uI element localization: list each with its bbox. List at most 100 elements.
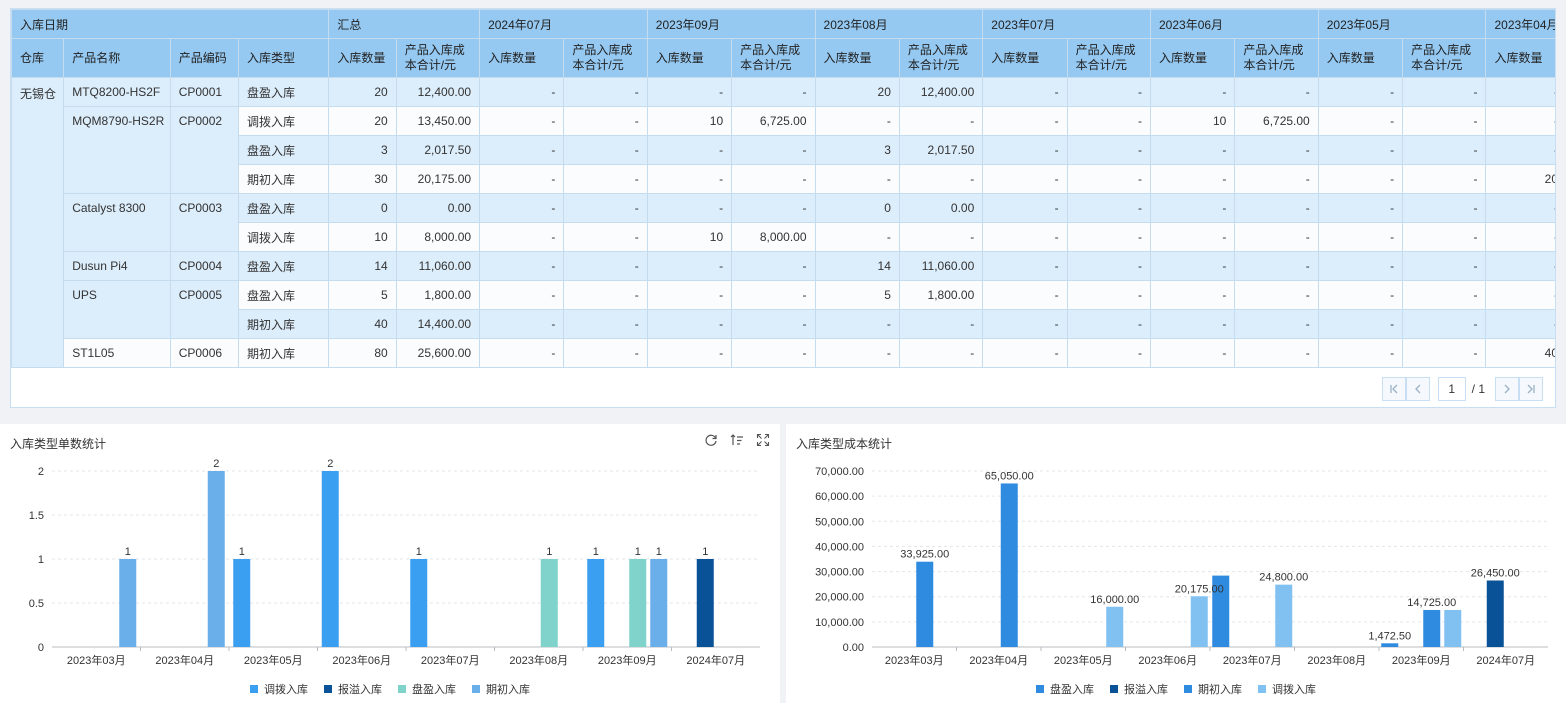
table-row: 无锡仓 MTQ8200-HS2F CP0001 盘盈入库 20 12,400.00- - - -… [11,77,1555,368]
count-chart: 0 0.5 1 1.5 2 2023年03月 2023年04月 2023年05月 2023年06… [29,458,760,667]
pivot-table-panel: 入库日期 汇总 2024年07月 2023年09月 2023年08月 2023年07月 20… [10,8,1556,408]
prev-page-button[interactable] [1405,377,1430,401]
cell-value: 11,060.00 [898,251,984,281]
last-page-button[interactable] [1519,377,1543,401]
bar[interactable] [1381,643,1399,647]
count-chart-legend: 调拨入库 报溢入库 盘盈入库 期初入库 [0,681,780,697]
data-label: 1 [125,546,131,558]
bar[interactable] [233,559,251,647]
first-page-icon [1390,384,1398,394]
header-month: 2023年04月 [1485,9,1555,39]
cell-type: 盘盈入库 [237,193,330,223]
legend-item[interactable]: 调拨入库 [1258,681,1316,697]
cell-value: - [1149,338,1236,368]
page-number-input[interactable]: 1 [1437,377,1466,401]
x-tick-label: 2023年05月 [1054,653,1113,667]
cell-value: - [563,309,648,339]
x-tick-label: 2023年08月 [509,653,568,667]
cell-value: - [731,164,816,194]
bar[interactable] [1275,584,1293,647]
cell-value: - [563,251,648,281]
cell-value: 20 [328,77,397,107]
data-label: 1,472.50 [1368,630,1411,642]
cell-value: - [646,338,733,368]
header-dimension: 仓库 [11,38,65,78]
cell-value: - [1402,338,1487,368]
bar[interactable] [1106,606,1124,647]
cell-value: - [563,193,648,223]
x-tick-label: 2023年09月 [598,653,657,667]
bar[interactable] [650,559,668,647]
cost-chart-panel: 入库类型成本统计 0.00 10,000.00 20,000.00 30,000.00… [786,424,1566,703]
bar[interactable] [629,559,647,647]
cell-value: - [479,251,565,281]
cell-value: - [1066,338,1152,368]
bar[interactable] [1190,596,1208,647]
y-tick-label: 0 [38,642,44,654]
cell-value: 8,000.00 [395,222,481,252]
cell-value: - [814,164,900,194]
cell-value: 0 [814,193,900,223]
cell-value: - [1317,135,1404,165]
bar[interactable] [1212,575,1230,647]
legend-item[interactable]: 盘盈入库 [398,681,456,697]
bar[interactable] [696,559,714,647]
header-month: 2023年05月 [1317,9,1487,39]
legend-item[interactable]: 盘盈入库 [1036,681,1094,697]
legend-item[interactable]: 期初入库 [472,681,530,697]
x-tick-label: 2023年04月 [969,653,1028,667]
cell-value: 25,600.00 [395,338,481,368]
x-tick-label: 2023年06月 [1138,653,1197,667]
cell-value: - [982,135,1068,165]
cell-value: - [479,164,565,194]
cell-value: 10 [1149,106,1236,136]
cell-type: 盘盈入库 [237,135,330,165]
bar[interactable] [540,559,558,647]
bar[interactable] [119,559,137,647]
bar[interactable] [916,561,934,647]
cell-value: - [1149,280,1236,310]
data-label: 1 [593,546,599,558]
x-tick-label: 2023年08月 [1307,653,1366,667]
legend-swatch [1258,685,1266,693]
cell-value: - [1066,280,1152,310]
cell-value: 3 [814,135,900,165]
bar[interactable] [207,471,225,647]
legend-item[interactable]: 报溢入库 [1110,681,1168,697]
cell-value: - [563,77,648,107]
cell-code: CP0006 [169,338,239,368]
cell-value: - [1234,164,1319,194]
bar[interactable] [587,559,605,647]
cell-code: CP0005 [169,280,239,339]
cell-value: - [479,106,565,136]
cell-value: 6,725.00 [731,106,816,136]
bar[interactable] [1444,609,1462,647]
header-cost: 产品入库成本合计/元 [395,38,481,78]
bar[interactable] [1486,580,1504,647]
first-page-button[interactable] [1381,377,1406,401]
next-page-button[interactable] [1495,377,1519,401]
bar[interactable] [1423,609,1441,647]
cost-chart: 0.00 10,000.00 20,000.00 30,000.00 40,000.00… [815,466,1548,667]
data-label: 26,450.00 [1471,567,1520,579]
cell-value: - [982,338,1068,368]
refresh-icon[interactable] [704,433,718,447]
legend-item[interactable]: 期初入库 [1184,681,1242,697]
cell-value: - [1317,251,1404,281]
sort-icon[interactable] [730,433,744,447]
cell-code: CP0001 [169,77,239,107]
header-cost: 产品入库成本合计/元 [731,38,816,78]
cell-value: - [563,106,648,136]
legend-item[interactable]: 报溢入库 [324,681,382,697]
cell-value: - [1234,251,1319,281]
bar[interactable] [410,559,428,647]
cell-product: Dusun Pi4 [63,251,171,281]
fullscreen-icon[interactable] [756,433,770,447]
data-label: 2 [327,458,333,470]
bar[interactable] [321,471,339,647]
header-month: 2023年07月 [982,9,1151,39]
bar[interactable] [1000,483,1018,647]
legend-item[interactable]: 调拨入库 [250,681,308,697]
cell-code: CP0003 [169,193,239,252]
legend-label: 期初入库 [1198,684,1242,696]
